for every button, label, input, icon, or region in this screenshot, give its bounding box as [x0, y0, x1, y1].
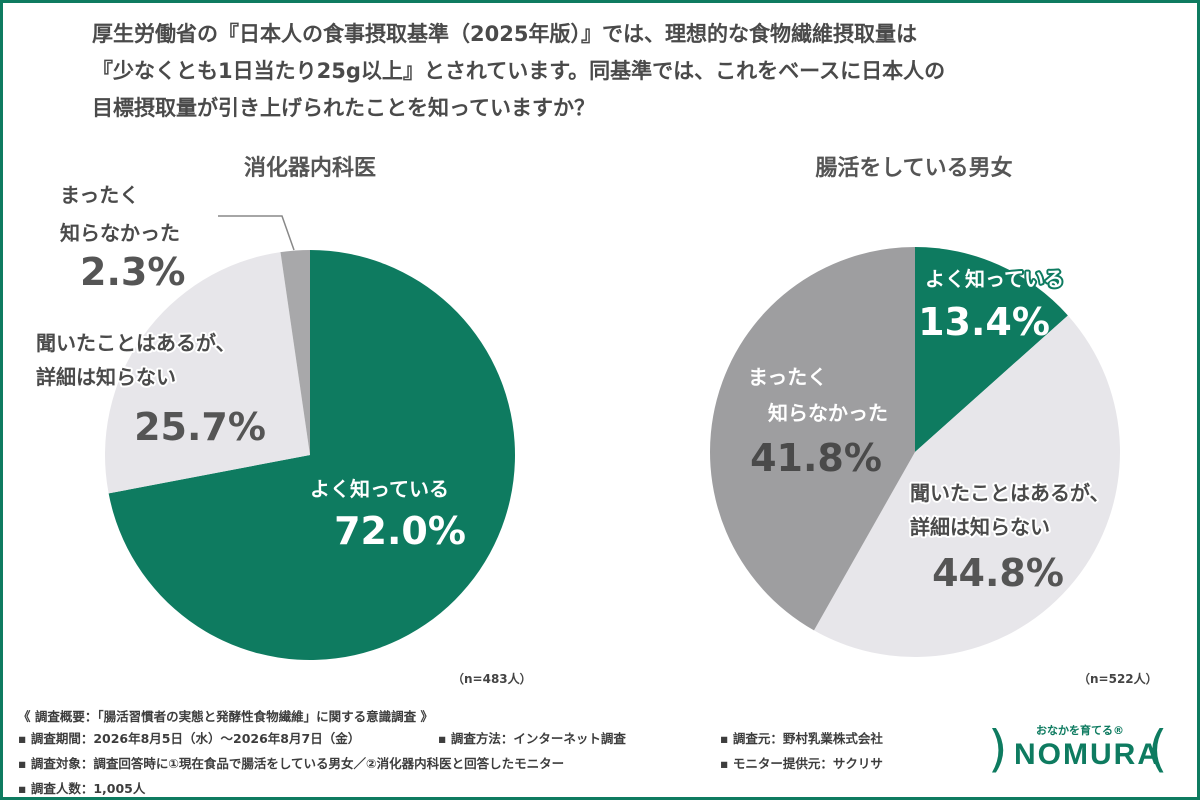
value-doctors-heard: 25.7%	[134, 405, 266, 449]
label-users-not-know-1: まったく	[748, 365, 827, 389]
label-doctors-not-know-1: まったく	[60, 183, 139, 207]
logo-bracket-left-icon: )	[988, 720, 1008, 778]
logo-bracket-right-icon: (	[1148, 720, 1168, 778]
slice-doctors-heard	[105, 252, 310, 494]
slice-users-know-well	[915, 247, 1068, 452]
nomura-logo: ) おなかを育てる® NOMURA (	[988, 718, 1168, 788]
label-users-heard-1: 聞いたことはあるが、	[910, 481, 1110, 505]
question-line-1: 厚生労働省の『日本人の食事摂取基準（2025年版）』では、理想的な食物繊維摂取量…	[92, 22, 917, 46]
value-users-know-well: 13.4%	[918, 300, 1050, 344]
label-doctors-not-know-2: 知らなかった	[60, 221, 180, 245]
label-users-know-well: よく知っている	[925, 267, 1064, 291]
sample-size-gut-users: （n=522人）	[1078, 672, 1158, 686]
survey-count: ▪ 調査人数：1,005人	[18, 781, 146, 796]
slice-users-not-know	[709, 247, 915, 631]
label-doctors-heard-2: 詳細は知らない	[36, 365, 176, 389]
label-doctors-heard-1: 聞いたことはあるが、	[36, 331, 236, 355]
question-line-3: 目標摂取量が引き上げられたことを知っていますか？	[92, 96, 595, 120]
pie-chart-doctors	[105, 250, 516, 660]
value-users-heard: 44.8%	[932, 551, 1064, 595]
overview-title: 《 調査概要：「腸活習慣者の実態と発酵性食物繊維」に関する意識調査 》	[18, 709, 433, 724]
monitor-provider: ▪ モニター提供元：サクリサ	[720, 756, 883, 771]
survey-target: ▪ 調査対象：調査回答時に①現在食品で腸活をしている男女／②消化器内科医と回答し…	[18, 756, 565, 771]
slice-users-heard	[813, 315, 1121, 658]
pie-labels: よく知っている72.0%聞いたことはあるが、詳細は知らない25.7%まったく知ら…	[34, 183, 1112, 595]
survey-period: ▪ 調査期間：2026年8月5日（水）～2026年8月7日（金）	[18, 731, 361, 746]
slice-doctors-not-know	[280, 250, 310, 455]
logo-wordmark: NOMURA	[1014, 738, 1161, 771]
chart-title-gut-users: 腸活をしている男女	[815, 156, 1013, 181]
question-line-2: 『少なくとも1日当たり25g以上』とされています。同基準では、これをベースに日本…	[92, 59, 946, 83]
pie-chart-gut-users	[709, 247, 1121, 658]
logo-tagline: おなかを育てる®	[1036, 724, 1124, 737]
chart-title-doctors: 消化器内科医	[243, 156, 376, 181]
value-doctors-know-well: 72.0%	[334, 509, 466, 553]
label-doctors-know-well: よく知っている	[310, 477, 449, 501]
survey-question: 厚生労働省の『日本人の食事摂取基準（2025年版）』では、理想的な食物繊維摂取量…	[92, 16, 1142, 127]
survey-method: ▪ 調査方法：インターネット調査	[438, 731, 626, 746]
leader-line-doctors-not-know	[218, 215, 295, 251]
sample-size-doctors: （n=483人）	[452, 672, 532, 686]
survey-source: ▪ 調査元：野村乳業株式会社	[720, 731, 883, 746]
value-doctors-not-know: 2.3%	[80, 250, 185, 294]
slice-doctors-know-well	[108, 250, 516, 660]
label-users-heard-2: 詳細は知らない	[910, 515, 1050, 539]
value-users-not-know: 41.8%	[750, 436, 882, 480]
label-users-not-know-2: 知らなかった	[768, 401, 888, 425]
